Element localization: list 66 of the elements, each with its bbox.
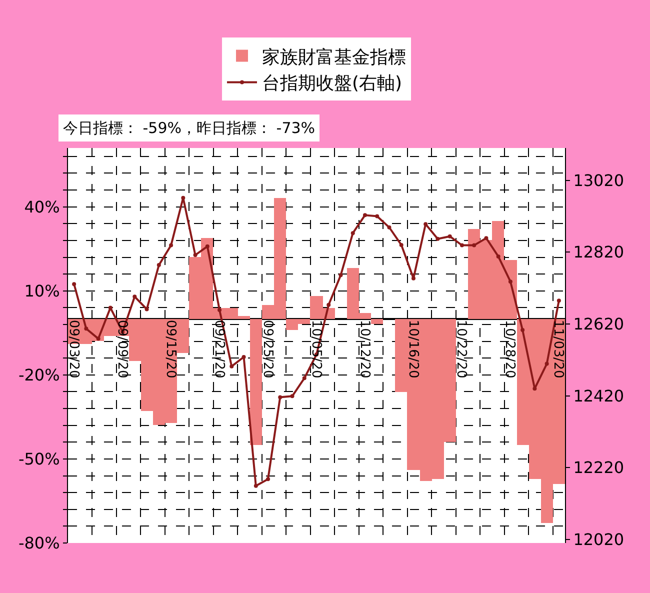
point [218, 308, 222, 312]
point [230, 364, 234, 368]
x-tick-label: 10/22/20 [454, 320, 469, 378]
y2-tick-label: 12820 [573, 242, 624, 262]
point [169, 243, 174, 248]
x-tick-label: 09/21/20 [211, 320, 226, 378]
bar [250, 319, 262, 445]
point [278, 395, 282, 400]
point [484, 236, 488, 240]
y-tick-label: -50% [18, 450, 60, 469]
y2-tick-label: 13020 [573, 170, 624, 190]
point [472, 243, 476, 248]
point [326, 302, 331, 307]
x-tick-label: 10/28/20 [502, 320, 518, 378]
x-tick-label: 10/05/20 [308, 320, 324, 378]
point [132, 294, 137, 299]
x-tick-label: 10/12/20 [356, 320, 372, 378]
y-tick-label: 40% [24, 197, 60, 216]
text: 今日指標： -59%，昨日指標： -73% [63, 119, 316, 137]
point [424, 222, 428, 226]
point [205, 244, 210, 248]
point [290, 394, 294, 398]
point [448, 234, 452, 238]
point [375, 214, 380, 218]
point [338, 273, 343, 278]
point [362, 213, 367, 218]
point [350, 231, 355, 236]
point [544, 362, 549, 366]
y-tick-label: -80% [18, 534, 60, 553]
point [556, 298, 561, 303]
y2-tick-label: 12220 [573, 458, 624, 478]
point [302, 376, 306, 380]
x-tick-label: 10/16/20 [405, 320, 420, 378]
point [399, 242, 404, 247]
point [266, 477, 270, 482]
point [436, 236, 440, 241]
y2-tick-label: 12620 [573, 314, 624, 334]
legend-label: 台指期收盤(右軸) [262, 73, 402, 94]
point [96, 336, 100, 341]
point [411, 276, 416, 280]
x-tick-label: 09/03/20 [66, 320, 81, 378]
point [84, 326, 88, 331]
x-tick-label: 11/03/20 [550, 320, 566, 378]
y2-tick-label: 12420 [573, 386, 624, 406]
point [242, 354, 246, 359]
legend-label: 家族財富基金指標 [262, 46, 406, 68]
point [520, 328, 525, 332]
point [72, 282, 76, 286]
point [508, 280, 512, 284]
point [460, 243, 464, 248]
point [387, 225, 392, 230]
x-tick-label: 09/25/20 [260, 320, 275, 378]
point [496, 254, 500, 258]
x-tick-label: 09/15/20 [162, 320, 178, 378]
point [532, 386, 537, 391]
point [156, 263, 161, 268]
point [181, 196, 186, 200]
y-tick-label: 10% [24, 281, 60, 300]
x-tick-label: 09/09/20 [114, 320, 130, 378]
bar [371, 319, 383, 324]
point [193, 253, 198, 258]
y-tick-label: -20% [18, 366, 60, 385]
y2-tick-label: 12020 [573, 530, 624, 550]
point [108, 306, 112, 310]
point [144, 307, 149, 312]
point [254, 484, 258, 488]
